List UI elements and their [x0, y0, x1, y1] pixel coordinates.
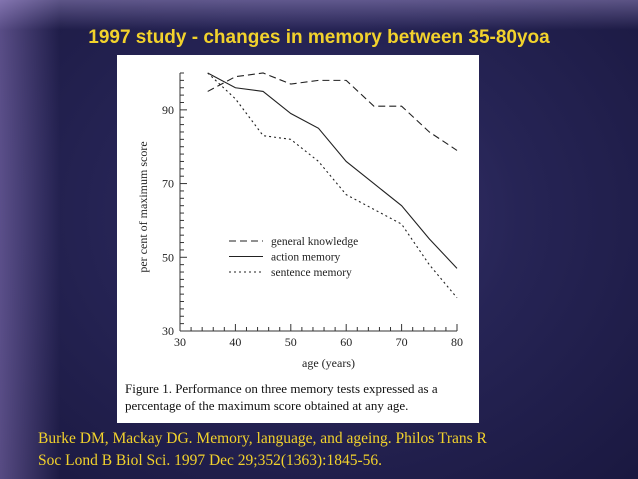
slide-title: 1997 study - changes in memory between 3…	[88, 27, 550, 48]
y-tick-label: 70	[162, 177, 174, 191]
y-axis-label: per cent of maximum score	[136, 141, 150, 272]
series-line-general-knowledge	[207, 72, 458, 151]
citation-line2: Soc Lond B Biol Sci. 1997 Dec 29;352(136…	[38, 452, 382, 469]
background-glow-left	[0, 0, 60, 479]
background-glow-top	[0, 0, 638, 30]
x-tick-label: 30	[174, 335, 186, 349]
memory-line-chart: 30 40 50 60 70 80 30 50 70 90 general knowledge ac…	[125, 72, 463, 413]
y-tick-label: 50	[162, 250, 174, 264]
series-line-action-memory	[207, 72, 458, 269]
x-tick-label: 50	[285, 335, 297, 349]
legend-label: action memory	[271, 252, 341, 264]
figure-caption-line2: percentage of the maximum score obtained…	[125, 398, 408, 413]
legend-label: general knowledge	[271, 236, 358, 248]
citation-line1: Burke DM, Mackay DG. Memory, language, a…	[38, 430, 487, 447]
legend-label: sentence memory	[271, 267, 352, 279]
x-tick-label: 40	[229, 335, 241, 349]
citation: Burke DM, Mackay DG. Memory, language, a…	[38, 428, 618, 472]
x-axis-label: age (years)	[302, 356, 355, 370]
figure-panel: 30 40 50 60 70 80 30 50 70 90 general knowledge ac…	[117, 55, 479, 423]
x-tick-label: 80	[451, 335, 463, 349]
figure-caption-line1: Figure 1. Performance on three memory te…	[125, 381, 438, 396]
series-line-sentence-memory	[207, 72, 458, 299]
y-tick-label: 90	[162, 103, 174, 117]
x-tick-label: 60	[340, 335, 352, 349]
y-tick-label: 30	[162, 324, 174, 338]
x-tick-label: 70	[396, 335, 408, 349]
